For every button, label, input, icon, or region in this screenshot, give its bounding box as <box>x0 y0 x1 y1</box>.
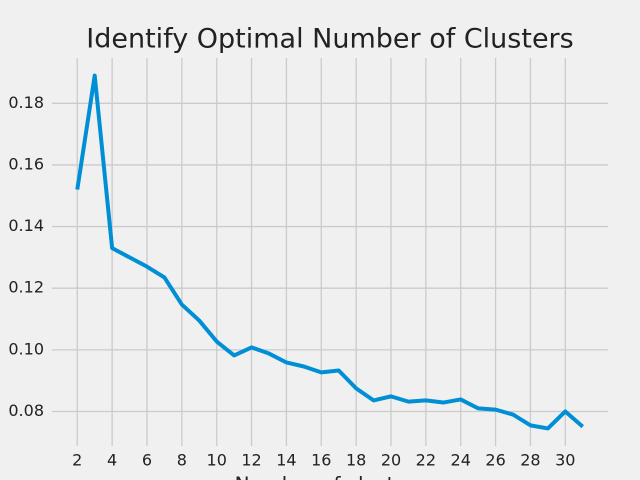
x-axis-label: Number of clusters <box>235 473 426 480</box>
x-tick-label: 24 <box>451 451 471 470</box>
x-tick-label: 26 <box>485 451 505 470</box>
x-tick-label: 18 <box>346 451 366 470</box>
x-tick-label: 4 <box>107 451 117 470</box>
x-tick-label: 28 <box>520 451 540 470</box>
y-tick-label: 0.08 <box>8 401 44 420</box>
x-tick-label: 20 <box>381 451 401 470</box>
x-tick-label: 16 <box>311 451 331 470</box>
y-tick-label: 0.18 <box>8 93 44 112</box>
x-tick-label: 8 <box>177 451 187 470</box>
x-tick-label: 22 <box>416 451 436 470</box>
chart-title: Identify Optimal Number of Clusters <box>86 24 573 55</box>
y-tick-label: 0.10 <box>8 339 44 358</box>
x-tick-label: 12 <box>241 451 261 470</box>
x-tick-label: 10 <box>207 451 227 470</box>
x-tick-label: 6 <box>142 451 152 470</box>
x-tick-label: 2 <box>72 451 82 470</box>
x-tick-label: 30 <box>555 451 575 470</box>
x-tick-label: 14 <box>276 451 296 470</box>
y-tick-label: 0.16 <box>8 154 44 173</box>
y-tick-label: 0.12 <box>8 278 44 297</box>
data-line <box>75 73 585 431</box>
y-tick-label: 0.14 <box>8 216 44 235</box>
